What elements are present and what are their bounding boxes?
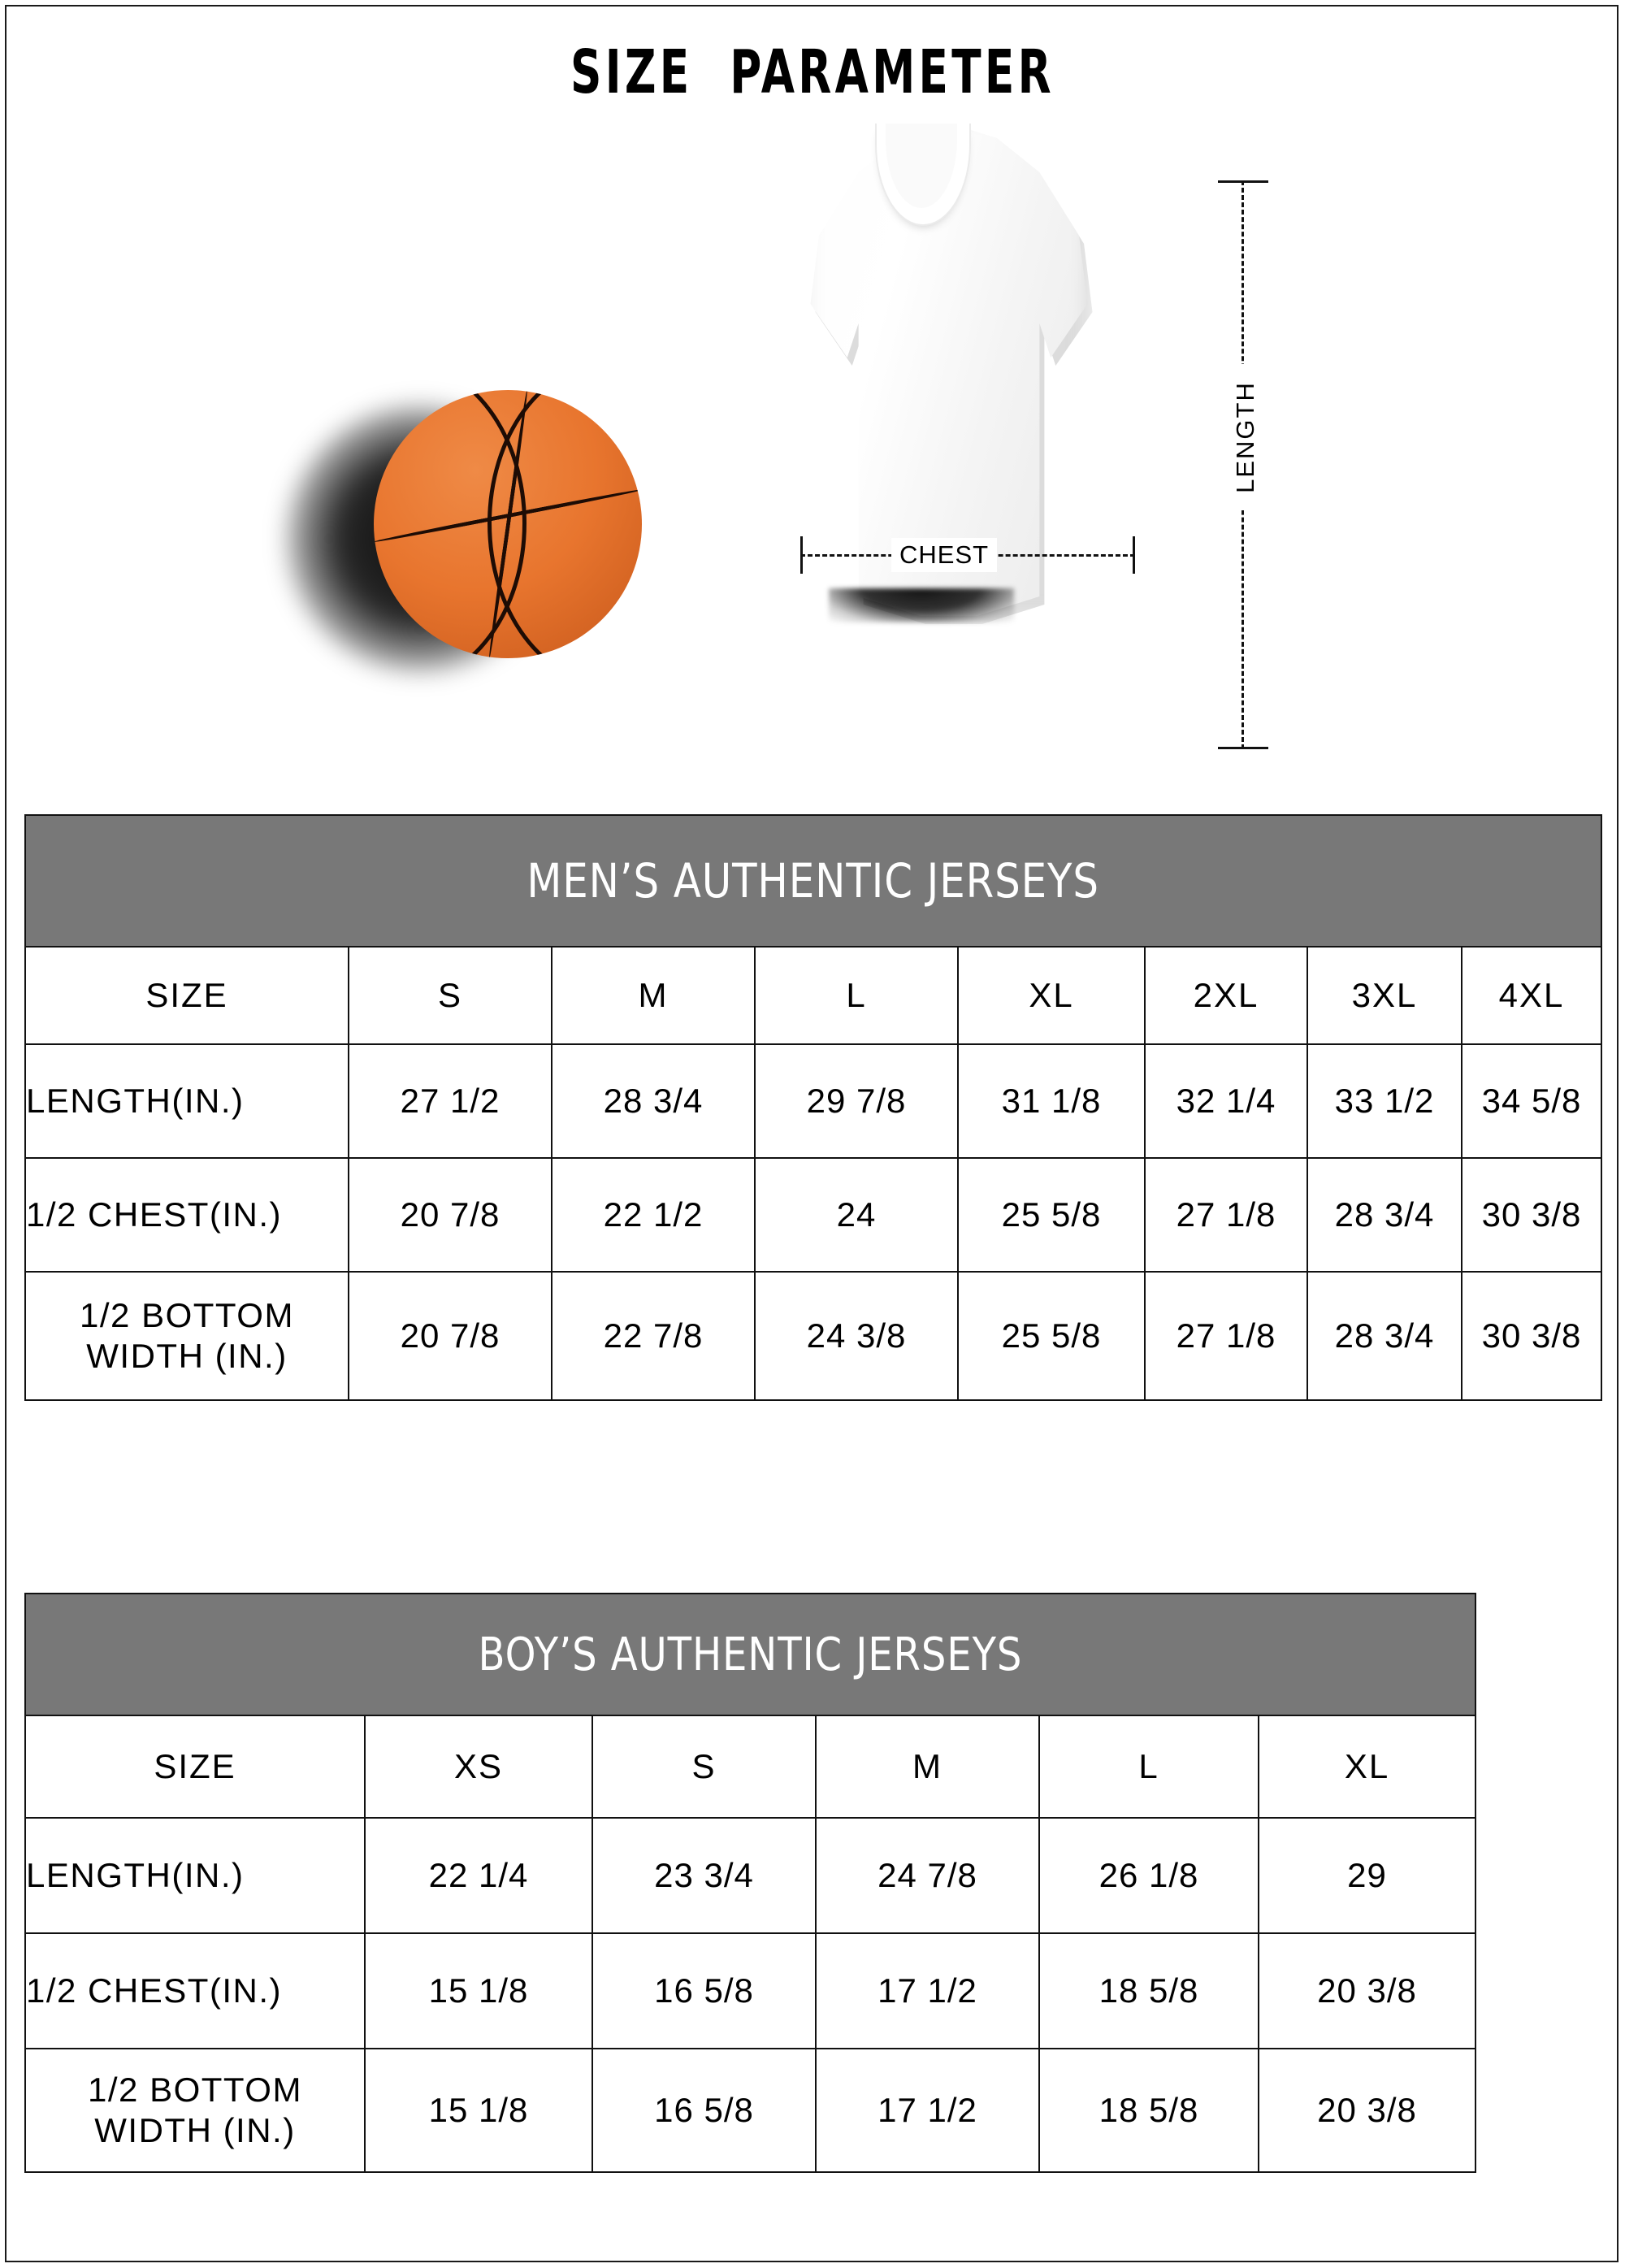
boys-size-header-l: L — [1038, 1715, 1259, 1819]
boys-cell-r1-c4: 20 3/8 — [1257, 1932, 1477, 2049]
basketball-seam-curve-right — [488, 390, 642, 658]
table-row: LENGTH(IN.) 27 1/2 28 3/4 29 7/8 31 1/8 32 1/… — [24, 1043, 1603, 1159]
mens-band-title: MEN’S AUTHENTIC JERSEYS — [24, 814, 1603, 948]
mens-cell-r2-c1: 22 7/8 — [551, 1271, 756, 1401]
mens-row-label: 1/2 CHEST(IN.) — [24, 1157, 349, 1273]
mens-cell-r1-c4: 27 1/8 — [1144, 1157, 1308, 1273]
mens-cell-r0-c2: 29 7/8 — [754, 1043, 959, 1159]
mens-cell-r0-c0: 27 1/2 — [348, 1043, 552, 1159]
mens-size-header-m: M — [551, 946, 756, 1045]
length-label: LENGTH — [1221, 364, 1270, 510]
boys-cell-r0-c3: 26 1/8 — [1038, 1817, 1259, 1934]
chest-tick-right — [1133, 536, 1135, 574]
basketball-icon — [286, 390, 642, 683]
boys-row-label: 1/2 CHEST(IN.) — [24, 1932, 366, 2049]
illustration-area: CHEST LENGTH — [0, 124, 1625, 796]
mens-row-label: 1/2 BOTTOM WIDTH (IN.) — [24, 1271, 349, 1401]
boys-size-header-m: M — [815, 1715, 1040, 1819]
jersey-icon — [780, 124, 1121, 624]
mens-size-header-2xl: 2XL — [1144, 946, 1308, 1045]
boys-band-row: BOY’S AUTHENTIC JERSEYS — [24, 1593, 1477, 1716]
table-row: 1/2 CHEST(IN.) 20 7/8 22 1/2 24 25 5/8 27 1/8… — [24, 1157, 1603, 1273]
length-tick-bottom — [1218, 747, 1268, 749]
boys-cell-r2-c4: 20 3/8 — [1257, 2048, 1477, 2173]
mens-cell-r1-c2: 24 — [754, 1157, 959, 1273]
mens-size-header-xl: XL — [957, 946, 1146, 1045]
table-row: 1/2 BOTTOM WIDTH (IN.) 15 1/8 16 5/8 17 1/2 1… — [24, 2048, 1477, 2173]
mens-table-body: MEN’S AUTHENTIC JERSEYS SIZE S M L XL 2XL 3XL 4X… — [24, 814, 1603, 1401]
boys-cell-r0-c4: 29 — [1257, 1817, 1477, 1934]
boys-size-header: SIZE — [24, 1715, 366, 1819]
mens-cell-r2-c6: 30 3/8 — [1460, 1271, 1603, 1401]
table-row: 1/2 CHEST(IN.) 15 1/8 16 5/8 17 1/2 18 5/8 20… — [24, 1932, 1477, 2049]
mens-cell-r2-c2: 24 3/8 — [754, 1271, 959, 1401]
mens-cell-r2-c5: 28 3/4 — [1306, 1271, 1462, 1401]
mens-cell-r1-c6: 30 3/8 — [1460, 1157, 1603, 1273]
mens-band-title-text: MEN’S AUTHENTIC JERSEYS — [526, 853, 1100, 909]
mens-size-header-3xl: 3XL — [1306, 946, 1462, 1045]
mens-size-header: SIZE — [24, 946, 349, 1045]
boys-cell-r2-c3: 18 5/8 — [1038, 2048, 1259, 2173]
mens-row-label-line2: WIDTH (IN.) — [86, 1337, 288, 1375]
mens-cell-r2-c0: 20 7/8 — [348, 1271, 552, 1401]
mens-cell-r0-c3: 31 1/8 — [957, 1043, 1146, 1159]
basketball-body — [374, 390, 642, 658]
chest-dimension: CHEST — [800, 536, 1135, 574]
mens-cell-r1-c5: 28 3/4 — [1306, 1157, 1462, 1273]
mens-cell-r1-c3: 25 5/8 — [957, 1157, 1146, 1273]
mens-cell-r1-c1: 22 1/2 — [551, 1157, 756, 1273]
mens-cell-r2-c4: 27 1/8 — [1144, 1271, 1308, 1401]
mens-header-row: SIZE S M L XL 2XL 3XL 4XL — [24, 946, 1603, 1045]
mens-size-header-s: S — [348, 946, 552, 1045]
length-dimension: LENGTH — [1215, 180, 1272, 749]
page-border — [5, 5, 1618, 2262]
boys-cell-r1-c3: 18 5/8 — [1038, 1932, 1259, 2049]
boys-size-header-s: S — [592, 1715, 817, 1819]
jersey-hem-shadow — [829, 588, 1014, 622]
mens-cell-r1-c0: 20 7/8 — [348, 1157, 552, 1273]
boys-size-header-xl: XL — [1257, 1715, 1477, 1819]
boys-table-body: BOY’S AUTHENTIC JERSEYS SIZE XS S M L XL LENGTH… — [24, 1593, 1477, 2173]
boys-row-label: 1/2 BOTTOM WIDTH (IN.) — [24, 2048, 366, 2173]
page-title: SIZE PARAMETER — [570, 37, 1055, 107]
boys-cell-r0-c2: 24 7/8 — [815, 1817, 1040, 1934]
boys-band-title: BOY’S AUTHENTIC JERSEYS — [24, 1593, 1477, 1716]
mens-size-header-l: L — [754, 946, 959, 1045]
mens-size-header-4xl: 4XL — [1460, 946, 1603, 1045]
boys-row-label: LENGTH(IN.) — [24, 1817, 366, 1934]
boys-cell-r2-c0: 15 1/8 — [364, 2048, 593, 2173]
mens-cell-r0-c4: 32 1/4 — [1144, 1043, 1308, 1159]
boys-row-label-line1: 1/2 BOTTOM — [88, 2070, 302, 2109]
mens-cell-r0-c1: 28 3/4 — [551, 1043, 756, 1159]
table-row: LENGTH(IN.) 22 1/4 23 3/4 24 7/8 26 1/8 29 — [24, 1817, 1477, 1934]
mens-cell-r0-c5: 33 1/2 — [1306, 1043, 1462, 1159]
boys-cell-r1-c2: 17 1/2 — [815, 1932, 1040, 2049]
mens-size-table: MEN’S AUTHENTIC JERSEYS SIZE S M L XL 2XL 3XL 4X… — [24, 814, 1603, 1401]
mens-cell-r0-c6: 34 5/8 — [1460, 1043, 1603, 1159]
boys-size-header-xs: XS — [364, 1715, 593, 1819]
boys-cell-r2-c1: 16 5/8 — [592, 2048, 817, 2173]
mens-row-label: LENGTH(IN.) — [24, 1043, 349, 1159]
boys-cell-r1-c1: 16 5/8 — [592, 1932, 817, 2049]
boys-header-row: SIZE XS S M L XL — [24, 1715, 1477, 1819]
table-row: 1/2 BOTTOM WIDTH (IN.) 20 7/8 22 7/8 24 3/8 2… — [24, 1271, 1603, 1401]
boys-cell-r0-c1: 23 3/4 — [592, 1817, 817, 1934]
mens-row-label-line1: 1/2 BOTTOM — [80, 1295, 294, 1334]
boys-cell-r1-c0: 15 1/8 — [364, 1932, 593, 2049]
chest-label: CHEST — [891, 538, 998, 572]
boys-row-label-line2: WIDTH (IN.) — [94, 2111, 296, 2149]
boys-size-table: BOY’S AUTHENTIC JERSEYS SIZE XS S M L XL LENGTH… — [24, 1593, 1477, 2173]
boys-band-title-text: BOY’S AUTHENTIC JERSEYS — [478, 1628, 1023, 1681]
mens-band-row: MEN’S AUTHENTIC JERSEYS — [24, 814, 1603, 948]
boys-cell-r0-c0: 22 1/4 — [364, 1817, 593, 1934]
boys-cell-r2-c2: 17 1/2 — [815, 2048, 1040, 2173]
mens-cell-r2-c3: 25 5/8 — [957, 1271, 1146, 1401]
